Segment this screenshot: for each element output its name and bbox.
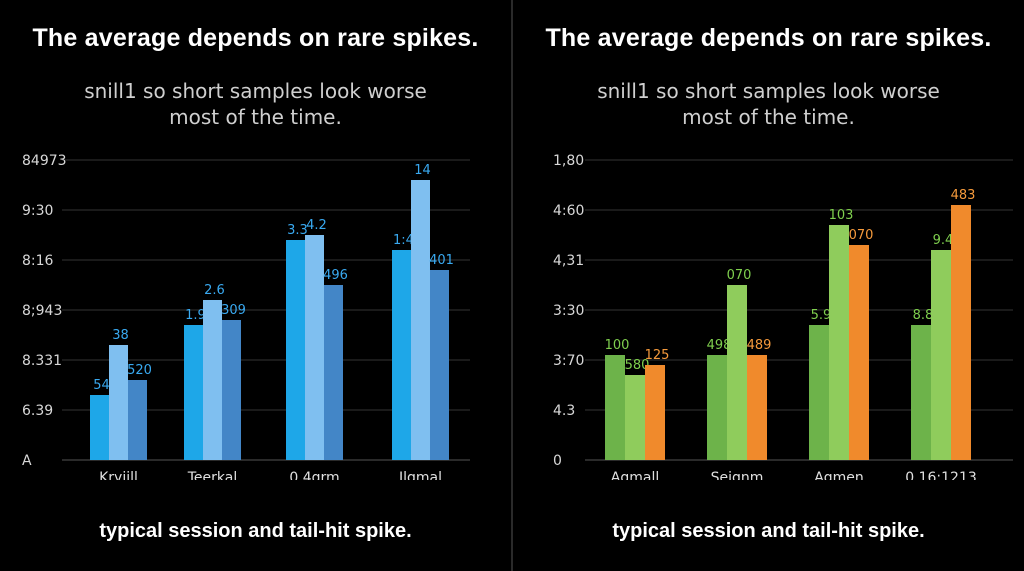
bar <box>286 240 305 460</box>
y-tick-label: 3:70 <box>553 353 584 369</box>
chart-caption: typical session and tail-hit spike. <box>99 520 412 542</box>
data-label: 103 <box>829 208 854 223</box>
data-label: 38 <box>112 328 129 343</box>
x-tick-label: 0.4grm <box>289 470 339 480</box>
data-label: 489 <box>747 338 772 353</box>
data-label: 125 <box>645 348 670 363</box>
data-label: 5.9 <box>811 308 832 323</box>
data-label: 4.2 <box>306 218 327 233</box>
bar <box>829 225 849 460</box>
bar <box>90 395 109 460</box>
y-tick-label: 8.331 <box>22 353 62 369</box>
subtitle-line: snill1 so short samples look worse <box>84 79 427 103</box>
data-label: 070 <box>727 268 752 283</box>
data-label: 3.3 <box>287 223 308 238</box>
data-label: 1.9 <box>185 308 206 323</box>
y-tick-label: 6.39 <box>22 403 53 419</box>
bar <box>849 245 869 460</box>
data-label: 54 <box>93 378 110 393</box>
chart-subtitle: snill1 so short samples look worse most … <box>513 78 1024 130</box>
data-label: 14 <box>414 163 431 178</box>
data-label: 8.8 <box>913 308 934 323</box>
bar <box>747 355 767 460</box>
subtitle-line: most of the time. <box>682 105 855 129</box>
data-label: 498 <box>707 338 732 353</box>
bar <box>128 380 147 460</box>
bar <box>605 355 625 460</box>
bar <box>411 180 430 460</box>
x-tick-label: Agmen <box>814 470 864 480</box>
bar <box>809 325 829 460</box>
chart-panel-right: The average depends on rare spikes. snil… <box>513 0 1024 571</box>
bar <box>305 235 324 460</box>
bar <box>430 270 449 460</box>
y-tick-label: 8:16 <box>22 253 54 269</box>
chart-title: The average depends on rare spikes. <box>32 24 479 52</box>
y-tick-label: A <box>22 453 32 469</box>
bar <box>645 365 665 460</box>
subtitle-line: most of the time. <box>169 105 342 129</box>
bar <box>184 325 203 460</box>
panel-divider <box>511 0 513 571</box>
bar <box>931 250 951 460</box>
y-tick-label: 3:30 <box>553 303 584 319</box>
data-label: 483 <box>951 188 976 203</box>
x-tick-label: Agmall <box>611 470 659 480</box>
bar <box>109 345 128 460</box>
chart-title: The average depends on rare spikes. <box>545 24 992 52</box>
y-tick-label: 4,31 <box>553 253 584 269</box>
data-label: 2.6 <box>204 283 225 298</box>
bar <box>707 355 727 460</box>
y-tick-label: 9:30 <box>22 203 53 219</box>
bar <box>203 300 222 460</box>
bar <box>727 285 747 460</box>
x-tick-label: Kryjill <box>99 470 138 480</box>
y-tick-label: 4:60 <box>553 203 584 219</box>
x-tick-label: Ilgmal <box>399 470 442 480</box>
y-tick-label: 0 <box>553 453 562 469</box>
x-tick-label: Teerkal <box>187 470 238 480</box>
bar <box>911 325 931 460</box>
y-tick-label: 84973 <box>22 153 67 169</box>
data-label: 100 <box>605 338 630 353</box>
data-label: 070 <box>849 228 874 243</box>
bar-chart: A 6.39 8.331 8;943 8:16 9:30 84973 54 38 520 Kryji… <box>22 153 470 480</box>
data-label: 1:4 <box>393 233 414 248</box>
chart-subtitle: snill1 so short samples look worse most … <box>0 78 511 130</box>
subtitle-line: snill1 so short samples look worse <box>597 79 940 103</box>
y-tick-label: 4.3 <box>553 403 575 419</box>
bar <box>625 375 645 460</box>
bar <box>392 250 411 460</box>
data-label: 496 <box>323 268 348 283</box>
y-tick-label: 8;943 <box>22 303 62 319</box>
data-label: 580 <box>625 358 650 373</box>
chart-panel-left: The average depends on rare spikes. snil… <box>0 0 511 571</box>
data-label: 401 <box>429 253 454 268</box>
data-label: 9.4 <box>933 233 954 248</box>
data-label: 520 <box>127 363 152 378</box>
bar <box>951 205 971 460</box>
y-tick-label: 1,80 <box>553 153 584 169</box>
x-tick-label: 0.16:1213 <box>905 470 977 480</box>
data-label: 309 <box>221 303 246 318</box>
bar <box>324 285 343 460</box>
x-tick-label: Seignm <box>711 470 764 480</box>
chart-caption: typical session and tail-hit spike. <box>612 520 925 542</box>
bar <box>222 320 241 460</box>
